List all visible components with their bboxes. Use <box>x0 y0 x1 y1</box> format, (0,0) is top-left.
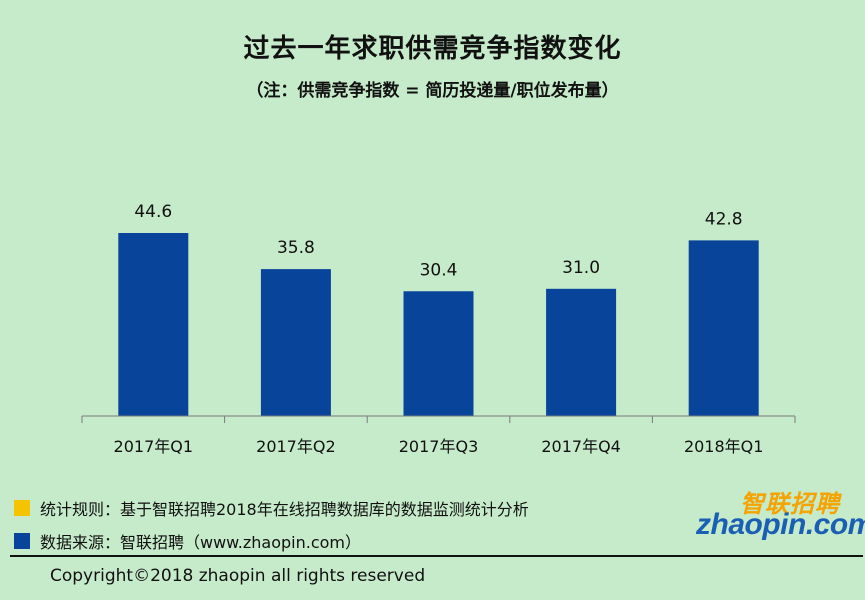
footer-divider <box>10 555 863 557</box>
yellow-square-icon <box>14 500 30 516</box>
logo-en-text: zhaopin.com <box>696 508 865 541</box>
bar-value-label: 35.8 <box>277 238 315 258</box>
bar-value-label: 42.8 <box>705 209 743 229</box>
note-source: 数据来源：智联招聘（www.zhaopin.com） <box>14 529 361 553</box>
note-rule-text: 统计规则：基于智联招聘2018年在线招聘数据库的数据监测统计分析 <box>40 500 529 519</box>
bar-chart: 44.6 2017年Q1 35.8 2017年Q2 30.4 2017年Q3 31.0 201… <box>81 202 796 456</box>
copyright-text: Copyright©2018 zhaopin all rights reserv… <box>50 566 426 586</box>
blue-square-icon <box>14 533 30 549</box>
x-tick-label: 2017年Q3 <box>399 437 479 456</box>
bar-value-label: 30.4 <box>420 260 458 280</box>
bar <box>546 288 617 416</box>
chart-subtitle: （注：供需竞争指数 = 简历投递量/职位发布量） <box>246 81 619 101</box>
bar <box>118 233 189 416</box>
x-tick-label: 2017年Q4 <box>541 437 621 456</box>
logo-cn-text: 智联招聘 <box>740 490 840 518</box>
x-tick-label: 2017年Q1 <box>114 437 194 456</box>
x-tick-label: 2017年Q2 <box>256 437 336 456</box>
bar-value-label: 31.0 <box>562 258 600 278</box>
bar <box>260 269 331 416</box>
bar <box>688 240 759 416</box>
note-rule: 统计规则：基于智联招聘2018年在线招聘数据库的数据监测统计分析 <box>14 496 529 520</box>
x-tick-label: 2018年Q1 <box>684 437 764 456</box>
bar <box>403 291 474 416</box>
note-source-text: 数据来源：智联招聘（www.zhaopin.com） <box>40 533 362 552</box>
chart-title: 过去一年求职供需竞争指数变化 <box>243 34 622 64</box>
bar-value-label: 44.6 <box>134 202 172 222</box>
zhaopin-logo: 智联招聘 zhaopin.com <box>696 484 865 546</box>
